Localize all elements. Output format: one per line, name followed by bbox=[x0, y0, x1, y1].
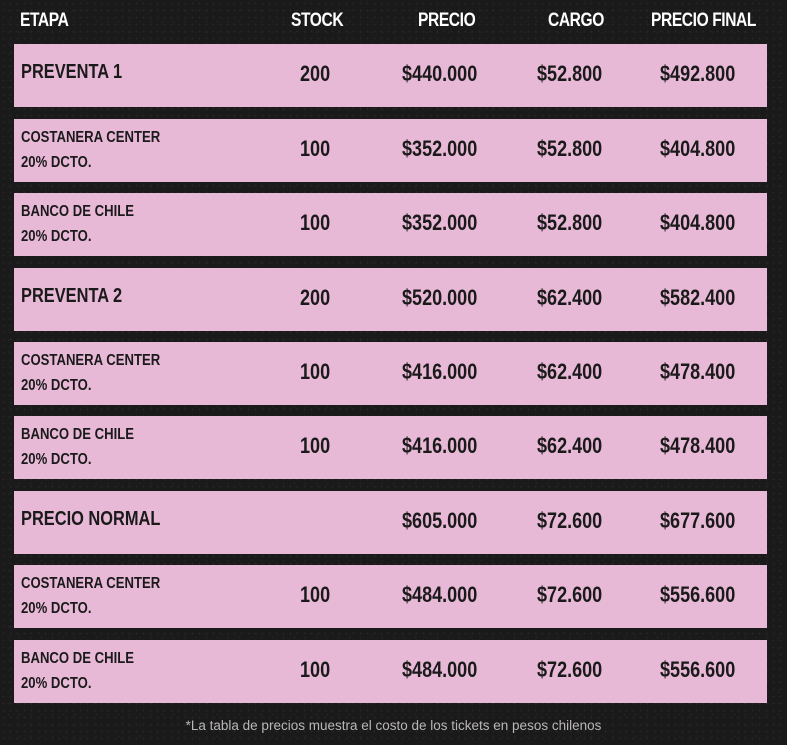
precio-cell: $605.000 bbox=[402, 508, 478, 533]
footnote: *La tabla de precios muestra el costo de… bbox=[185, 718, 602, 733]
etapa-cell: BANCO DE CHILE 20% DCTO. bbox=[21, 646, 134, 696]
precio-cell: $484.000 bbox=[402, 657, 478, 682]
precio-cell: $352.000 bbox=[402, 210, 478, 235]
etapa-discount: 20% DCTO. bbox=[21, 228, 92, 245]
cargo-cell: $52.800 bbox=[537, 61, 603, 86]
etapa-discount: 20% DCTO. bbox=[21, 377, 92, 394]
etapa-discount: 20% DCTO. bbox=[21, 675, 92, 692]
cargo-cell: $72.600 bbox=[537, 582, 603, 607]
stock-cell: 100 bbox=[300, 210, 331, 235]
etapa-label: BANCO DE CHILE bbox=[21, 426, 134, 443]
table-row: PREVENTA 2 200 $520.000 $62.400 $582.400 bbox=[14, 268, 767, 331]
stock-cell: 100 bbox=[300, 582, 331, 607]
table-header: ETAPA STOCK PRECIO CARGO PRECIO FINAL bbox=[0, 0, 787, 44]
table-row: COSTANERA CENTER 20% DCTO. 100 $484.000 $72.… bbox=[14, 565, 767, 628]
etapa-cell: BANCO DE CHILE 20% DCTO. bbox=[21, 422, 134, 472]
etapa-cell: PREVENTA 1 bbox=[21, 61, 122, 84]
precio-final-cell: $677.600 bbox=[660, 508, 736, 533]
etapa-discount: 20% DCTO. bbox=[21, 600, 92, 617]
precio-cell: $352.000 bbox=[402, 136, 478, 161]
table-row: BANCO DE CHILE 20% DCTO. 100 $484.000 $72.60… bbox=[14, 640, 767, 703]
precio-final-cell: $478.400 bbox=[660, 359, 736, 384]
precio-final-cell: $404.800 bbox=[660, 136, 736, 161]
precio-cell: $416.000 bbox=[402, 359, 478, 384]
precio-final-cell: $492.800 bbox=[660, 61, 736, 86]
header-precio: PRECIO bbox=[418, 10, 476, 31]
stock-cell: 100 bbox=[300, 657, 331, 682]
header-cargo: CARGO bbox=[548, 10, 604, 31]
etapa-cell: BANCO DE CHILE 20% DCTO. bbox=[21, 199, 134, 249]
table-row: COSTANERA CENTER 20% DCTO. 100 $352.000 $52.… bbox=[14, 119, 767, 182]
cargo-cell: $52.800 bbox=[537, 136, 603, 161]
table-row: PREVENTA 1 200 $440.000 $52.800 $492.800 bbox=[14, 44, 767, 107]
header-precio-final: PRECIO FINAL bbox=[651, 10, 757, 31]
etapa-label: COSTANERA CENTER bbox=[21, 575, 161, 592]
table-row: BANCO DE CHILE 20% DCTO. 100 $352.000 $52.80… bbox=[14, 193, 767, 256]
stock-cell: 100 bbox=[300, 136, 331, 161]
etapa-cell: PRECIO NORMAL bbox=[21, 508, 160, 531]
cargo-cell: $62.400 bbox=[537, 285, 603, 310]
precio-final-cell: $404.800 bbox=[660, 210, 736, 235]
precio-final-cell: $582.400 bbox=[660, 285, 736, 310]
table-row: PRECIO NORMAL $605.000 $72.600 $677.600 bbox=[14, 491, 767, 554]
cargo-cell: $62.400 bbox=[537, 359, 603, 384]
etapa-label: COSTANERA CENTER bbox=[21, 129, 161, 146]
etapa-cell: PREVENTA 2 bbox=[21, 285, 122, 308]
precio-cell: $440.000 bbox=[402, 61, 478, 86]
stock-cell: 100 bbox=[300, 359, 331, 384]
precio-final-cell: $556.600 bbox=[660, 657, 736, 682]
stock-cell: 200 bbox=[300, 285, 331, 310]
etapa-cell: COSTANERA CENTER 20% DCTO. bbox=[21, 125, 160, 175]
etapa-discount: 20% DCTO. bbox=[21, 451, 92, 468]
cargo-cell: $52.800 bbox=[537, 210, 603, 235]
etapa-label: BANCO DE CHILE bbox=[21, 203, 134, 220]
etapa-discount: 20% DCTO. bbox=[21, 154, 92, 171]
precio-final-cell: $556.600 bbox=[660, 582, 736, 607]
precio-cell: $520.000 bbox=[402, 285, 478, 310]
etapa-label: COSTANERA CENTER bbox=[21, 352, 161, 369]
precio-final-cell: $478.400 bbox=[660, 433, 736, 458]
etapa-label: PREVENTA 1 bbox=[21, 61, 123, 83]
precio-cell: $416.000 bbox=[402, 433, 478, 458]
cargo-cell: $72.600 bbox=[537, 508, 603, 533]
cargo-cell: $72.600 bbox=[537, 657, 603, 682]
etapa-label: PRECIO NORMAL bbox=[21, 508, 161, 530]
stock-cell: 200 bbox=[300, 61, 331, 86]
table-row: COSTANERA CENTER 20% DCTO. 100 $416.000 $62.… bbox=[14, 342, 767, 405]
header-stock: STOCK bbox=[291, 10, 344, 31]
etapa-label: PREVENTA 2 bbox=[21, 285, 123, 307]
etapa-cell: COSTANERA CENTER 20% DCTO. bbox=[21, 571, 160, 621]
cargo-cell: $62.400 bbox=[537, 433, 603, 458]
precio-cell: $484.000 bbox=[402, 582, 478, 607]
etapa-label: BANCO DE CHILE bbox=[21, 650, 134, 667]
table-row: BANCO DE CHILE 20% DCTO. 100 $416.000 $62.40… bbox=[14, 416, 767, 479]
stock-cell: 100 bbox=[300, 433, 331, 458]
header-etapa: ETAPA bbox=[20, 10, 69, 31]
etapa-cell: COSTANERA CENTER 20% DCTO. bbox=[21, 348, 160, 398]
